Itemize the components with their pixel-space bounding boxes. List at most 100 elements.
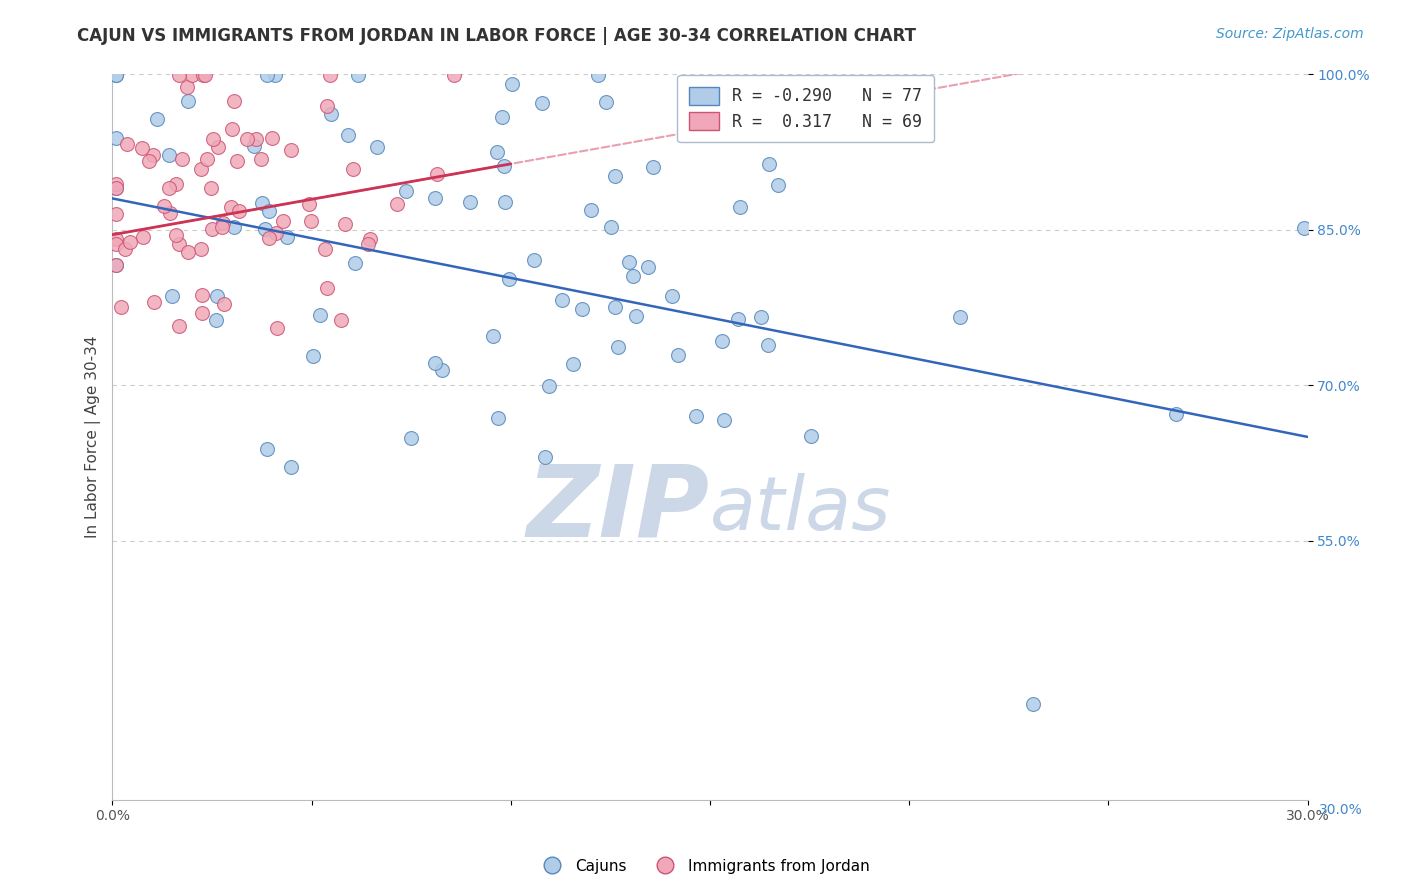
Point: [142, 148, 165, 162]
Point: [157, 148, 180, 162]
Point: [105, 258, 128, 272]
Point: [298, 196, 321, 211]
Point: [211, 220, 233, 235]
Text: ZIP: ZIP: [527, 461, 710, 558]
Point: [207, 140, 229, 154]
Point: [190, 162, 212, 177]
Point: [276, 229, 298, 244]
Point: [271, 214, 294, 228]
Point: [728, 200, 751, 214]
Point: [713, 413, 735, 427]
Point: [118, 235, 141, 249]
Point: [138, 154, 160, 169]
Point: [280, 459, 302, 474]
Point: [425, 356, 447, 370]
Point: [423, 191, 446, 205]
Point: [581, 202, 603, 217]
Point: [346, 68, 368, 82]
Point: [537, 379, 560, 393]
Point: [800, 429, 823, 443]
Point: [214, 297, 236, 311]
Point: [228, 203, 250, 218]
Point: [167, 318, 190, 333]
Point: [243, 138, 266, 153]
Point: [561, 357, 583, 371]
Point: [146, 112, 169, 126]
Point: [266, 321, 288, 335]
Point: [491, 111, 513, 125]
Point: [132, 230, 155, 244]
Point: [486, 410, 509, 425]
Point: [586, 68, 609, 82]
Point: [250, 152, 273, 166]
Point: [685, 409, 707, 424]
Point: [385, 197, 408, 211]
Point: [443, 68, 465, 82]
Point: [523, 253, 546, 268]
Point: [250, 195, 273, 210]
Point: [309, 308, 332, 322]
Point: [236, 131, 259, 145]
Point: [605, 300, 627, 314]
Text: Source: ZipAtlas.com: Source: ZipAtlas.com: [1216, 27, 1364, 41]
Point: [481, 328, 503, 343]
Point: [571, 302, 593, 317]
Point: [319, 68, 342, 82]
Point: [212, 216, 235, 230]
Point: [661, 289, 683, 303]
Text: 30.0%: 30.0%: [1319, 803, 1362, 816]
Point: [501, 77, 523, 91]
Point: [193, 68, 215, 82]
Point: [105, 180, 128, 194]
Point: [758, 157, 780, 171]
Point: [105, 178, 128, 192]
Point: [492, 159, 515, 173]
Point: [256, 442, 278, 456]
Point: [641, 160, 664, 174]
Point: [319, 107, 342, 121]
Point: [621, 268, 644, 283]
Point: [105, 207, 128, 221]
Point: [222, 94, 245, 108]
Point: [262, 131, 284, 145]
Point: [167, 236, 190, 251]
Point: [190, 242, 212, 256]
Point: [205, 288, 228, 302]
Point: [430, 363, 453, 377]
Point: [315, 280, 337, 294]
Point: [180, 68, 202, 82]
Point: [110, 300, 132, 314]
Point: [1022, 697, 1045, 711]
Point: [494, 194, 516, 209]
Point: [253, 222, 276, 236]
Point: [426, 167, 449, 181]
Point: [256, 68, 278, 82]
Point: [114, 242, 136, 256]
Point: [131, 141, 153, 155]
Point: [195, 153, 218, 167]
Point: [159, 205, 181, 219]
Point: [219, 200, 242, 214]
Point: [329, 313, 352, 327]
Point: [531, 96, 554, 111]
Point: [302, 349, 325, 363]
Point: [200, 180, 222, 194]
Point: [160, 289, 183, 303]
Point: [115, 136, 138, 151]
Point: [205, 313, 228, 327]
Point: [666, 348, 689, 362]
Point: [1292, 221, 1315, 235]
Point: [359, 232, 381, 246]
Point: [201, 222, 224, 236]
Point: [599, 220, 621, 235]
Point: [165, 177, 187, 191]
Point: [637, 260, 659, 275]
Point: [533, 450, 555, 464]
Y-axis label: In Labor Force | Age 30-34: In Labor Force | Age 30-34: [86, 335, 101, 538]
Point: [191, 288, 214, 302]
Point: [105, 131, 128, 145]
Point: [202, 132, 225, 146]
Point: [176, 80, 198, 95]
Point: [153, 199, 176, 213]
Point: [1164, 407, 1187, 421]
